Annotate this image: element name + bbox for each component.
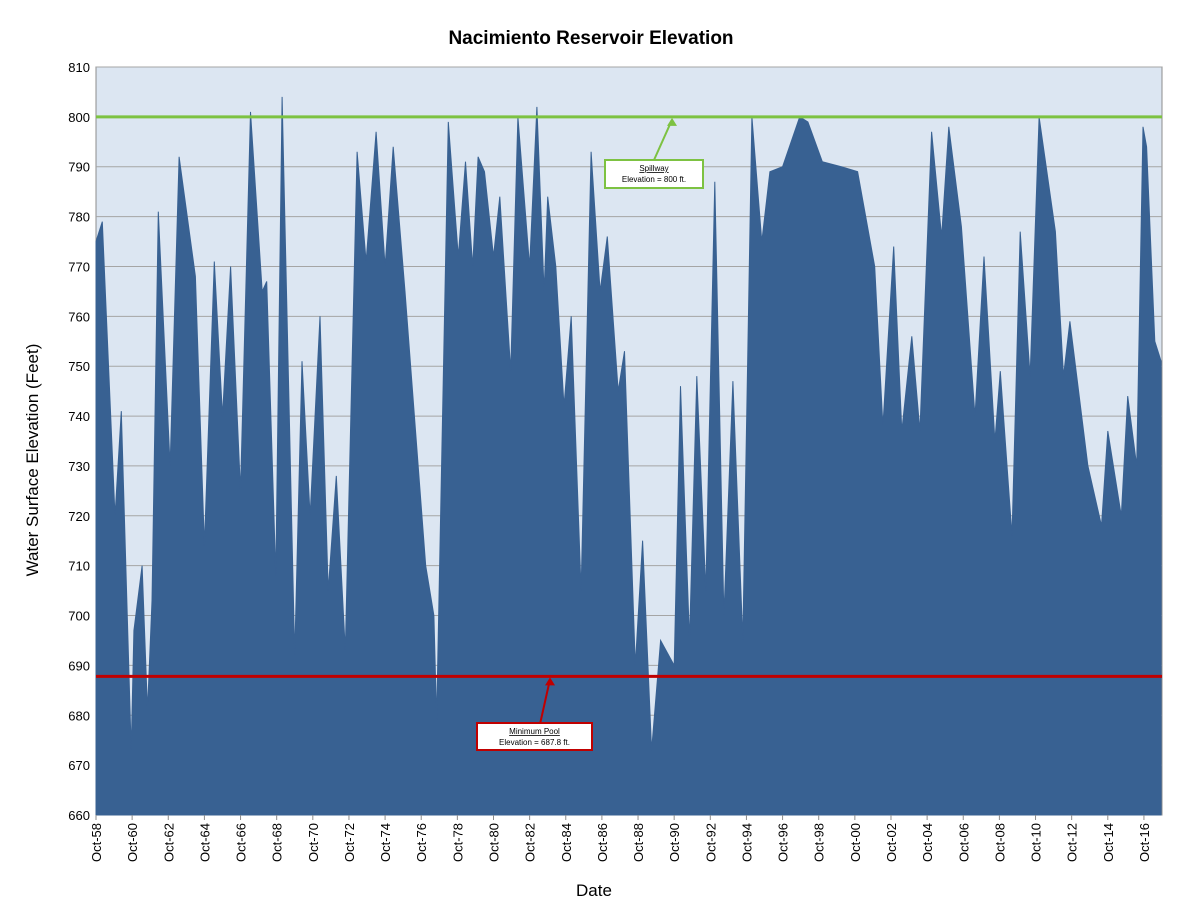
y-tick-label: 750 xyxy=(68,359,90,374)
arrow-head xyxy=(667,117,677,126)
x-tick-label: Oct-80 xyxy=(486,823,501,862)
x-tick-label: Oct-70 xyxy=(306,823,321,862)
annotation-box xyxy=(604,159,704,189)
annotation-sublabel: Elevation = 687.8 ft. xyxy=(499,738,570,747)
x-tick-label: Oct-94 xyxy=(739,823,754,862)
x-tick-label: Oct-00 xyxy=(848,823,863,862)
x-tick-label: Oct-10 xyxy=(1029,823,1044,862)
y-tick-label: 710 xyxy=(68,559,90,574)
x-tick-label: Oct-06 xyxy=(956,823,971,862)
y-tick-label: 660 xyxy=(68,808,90,823)
y-tick-label: 790 xyxy=(68,160,90,175)
y-tick-label: 720 xyxy=(68,509,90,524)
x-tick-label: Oct-78 xyxy=(450,823,465,862)
x-tick-label: Oct-82 xyxy=(523,823,538,862)
x-axis-title: Date xyxy=(576,881,612,900)
x-tick-label: Oct-86 xyxy=(595,823,610,862)
x-tick-label: Oct-02 xyxy=(884,823,899,862)
x-tick-label: Oct-88 xyxy=(631,823,646,862)
y-tick-label: 680 xyxy=(68,708,90,723)
x-tick-label: Oct-08 xyxy=(992,823,1007,862)
y-tick-label: 690 xyxy=(68,658,90,673)
x-tick-label: Oct-62 xyxy=(161,823,176,862)
annotation-label: Spillway xyxy=(639,164,668,173)
y-tick-label: 700 xyxy=(68,609,90,624)
x-tick-label: Oct-68 xyxy=(270,823,285,862)
y-tick-label: 760 xyxy=(68,309,90,324)
y-tick-label: 780 xyxy=(68,210,90,225)
annotation-sublabel: Elevation = 800 ft. xyxy=(622,175,686,184)
x-tick-label: Oct-84 xyxy=(559,823,574,862)
x-tick-label: Oct-98 xyxy=(812,823,827,862)
x-tick-label: Oct-66 xyxy=(234,823,249,862)
x-tick-label: Oct-96 xyxy=(776,823,791,862)
arrow-head xyxy=(545,677,555,686)
x-tick-label: Oct-76 xyxy=(414,823,429,862)
x-tick-label: Oct-04 xyxy=(920,823,935,862)
x-tick-label: Oct-14 xyxy=(1101,823,1116,862)
y-axis-title: Water Surface Elevation (Feet) xyxy=(23,344,42,577)
y-tick-label: 730 xyxy=(68,459,90,474)
area xyxy=(95,96,1162,816)
annotation-label: Minimum Pool xyxy=(509,727,560,736)
x-tick-label: Oct-72 xyxy=(342,823,357,862)
annotation-arrow xyxy=(539,679,551,724)
y-tick-label: 810 xyxy=(68,60,90,75)
y-tick-label: 740 xyxy=(68,409,90,424)
y-tick-label: 770 xyxy=(68,259,90,274)
y-tick-label: 800 xyxy=(68,110,90,125)
x-tick-label: Oct-90 xyxy=(667,823,682,862)
y-tick-label: 670 xyxy=(68,758,90,773)
annotation-arrow xyxy=(653,119,673,161)
x-tick-label: Oct-60 xyxy=(125,823,140,862)
x-tick-label: Oct-64 xyxy=(197,823,212,862)
chart-title: Nacimiento Reservoir Elevation xyxy=(448,28,733,49)
annotation-box xyxy=(476,722,593,751)
x-tick-label: Oct-16 xyxy=(1137,823,1152,862)
x-tick-label: Oct-58 xyxy=(89,823,104,862)
x-tick-label: Oct-92 xyxy=(703,823,718,862)
x-tick-label: Oct-74 xyxy=(378,823,393,862)
x-tick-label: Oct-12 xyxy=(1065,823,1080,862)
